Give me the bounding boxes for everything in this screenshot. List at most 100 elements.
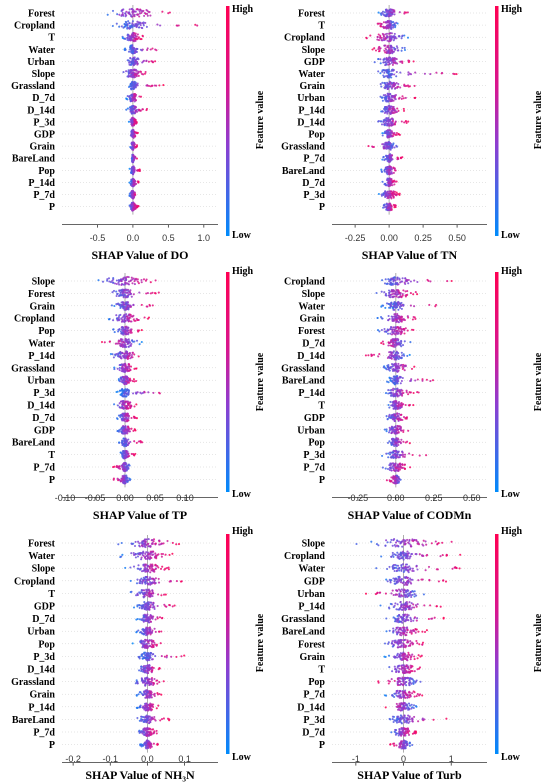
feature-label: P	[319, 475, 325, 486]
shap-point	[129, 110, 132, 113]
x-axis-label: SHAP Value of TP	[93, 508, 187, 522]
feature-label: D_14d	[27, 105, 55, 116]
shap-point	[388, 356, 391, 359]
shap-point	[126, 59, 129, 62]
shap-point	[125, 21, 128, 24]
shap-point	[121, 305, 124, 308]
shap-point	[392, 475, 395, 479]
shap-point	[381, 454, 384, 457]
shap-point	[124, 338, 128, 341]
shap-point	[395, 180, 398, 183]
shap-point	[401, 294, 404, 297]
shap-point	[124, 12, 127, 15]
shap-point	[132, 293, 135, 296]
shap-point	[134, 39, 137, 42]
shap-point	[395, 110, 398, 114]
shap-point	[113, 368, 116, 371]
feature-label: T	[318, 21, 325, 32]
shap-point	[400, 345, 403, 348]
shap-point	[120, 441, 123, 444]
shap-point	[115, 290, 118, 293]
feature-label: P_7d	[33, 463, 55, 474]
shap-point	[126, 403, 130, 406]
shap-point	[115, 353, 118, 356]
shap-point	[123, 48, 126, 51]
shap-point	[132, 172, 135, 176]
shap-point	[123, 479, 126, 482]
shap-point	[121, 329, 124, 332]
shap-point	[396, 450, 399, 454]
shap-point	[384, 47, 387, 50]
shap-point	[132, 35, 135, 38]
shap-point	[120, 427, 123, 430]
shap-point	[391, 427, 394, 430]
shap-point	[397, 365, 400, 368]
shap-point	[125, 301, 128, 304]
shap-point	[391, 63, 394, 66]
shap-point	[392, 426, 396, 429]
shap-point	[128, 454, 131, 458]
shap-point	[130, 295, 133, 298]
shap-point	[391, 319, 394, 323]
shap-point	[407, 282, 410, 285]
shap-point	[125, 97, 128, 100]
shap-point	[393, 123, 397, 126]
shap-point	[455, 73, 458, 76]
shap-point	[395, 131, 398, 135]
shap-point	[384, 37, 387, 41]
shap-point	[416, 378, 419, 381]
shap-point	[384, 33, 387, 36]
shap-point	[125, 417, 128, 420]
x-tick-label: 0.05	[146, 493, 164, 503]
shap-point	[130, 192, 133, 196]
shap-point	[136, 23, 139, 27]
feature-label: P_14d	[28, 178, 55, 189]
shap-point	[390, 469, 393, 472]
shap-point	[390, 37, 393, 40]
shap-point	[387, 392, 390, 395]
shap-point	[387, 403, 390, 407]
shap-point	[121, 412, 124, 415]
shap-point	[139, 22, 142, 25]
shap-point	[121, 13, 124, 16]
shap-point	[377, 120, 380, 123]
shap-point	[409, 304, 412, 307]
shap-point	[123, 419, 126, 422]
shap-point	[450, 279, 453, 283]
shap-point	[120, 283, 123, 287]
shap-point	[109, 352, 112, 356]
feature-label: Forest	[28, 9, 56, 20]
shap-point	[168, 11, 171, 14]
shap-point	[112, 319, 115, 322]
shap-point	[127, 280, 131, 283]
shap-point	[396, 375, 399, 378]
shap-point	[389, 367, 392, 370]
shap-point	[125, 303, 128, 306]
shap-point	[392, 58, 395, 61]
shap-point	[409, 280, 412, 283]
shap-point	[147, 545, 150, 548]
shap-point	[140, 278, 143, 282]
shap-point	[387, 135, 390, 138]
shap-point	[385, 302, 389, 305]
shap-point	[388, 181, 391, 184]
feature-label: Cropland	[14, 21, 55, 32]
chart-panel-5: ForestWaterSlopeCroplandTGDPD_7dUrbanPop…	[11, 526, 266, 782]
shap-point	[122, 452, 125, 456]
shap-point	[126, 465, 129, 468]
shap-point	[395, 81, 398, 85]
shap-point	[397, 321, 400, 324]
feature-label: Grain	[29, 301, 55, 312]
shap-point	[413, 279, 416, 282]
shap-point	[401, 280, 404, 283]
shap-point	[115, 22, 118, 25]
shap-point	[377, 39, 381, 42]
shap-point	[121, 365, 124, 368]
shap-point	[392, 107, 395, 110]
shap-point	[418, 454, 421, 457]
shap-point	[151, 291, 154, 294]
shap-point	[401, 277, 404, 280]
shap-point	[402, 328, 405, 331]
shap-point	[380, 168, 383, 171]
shap-point	[384, 51, 387, 54]
